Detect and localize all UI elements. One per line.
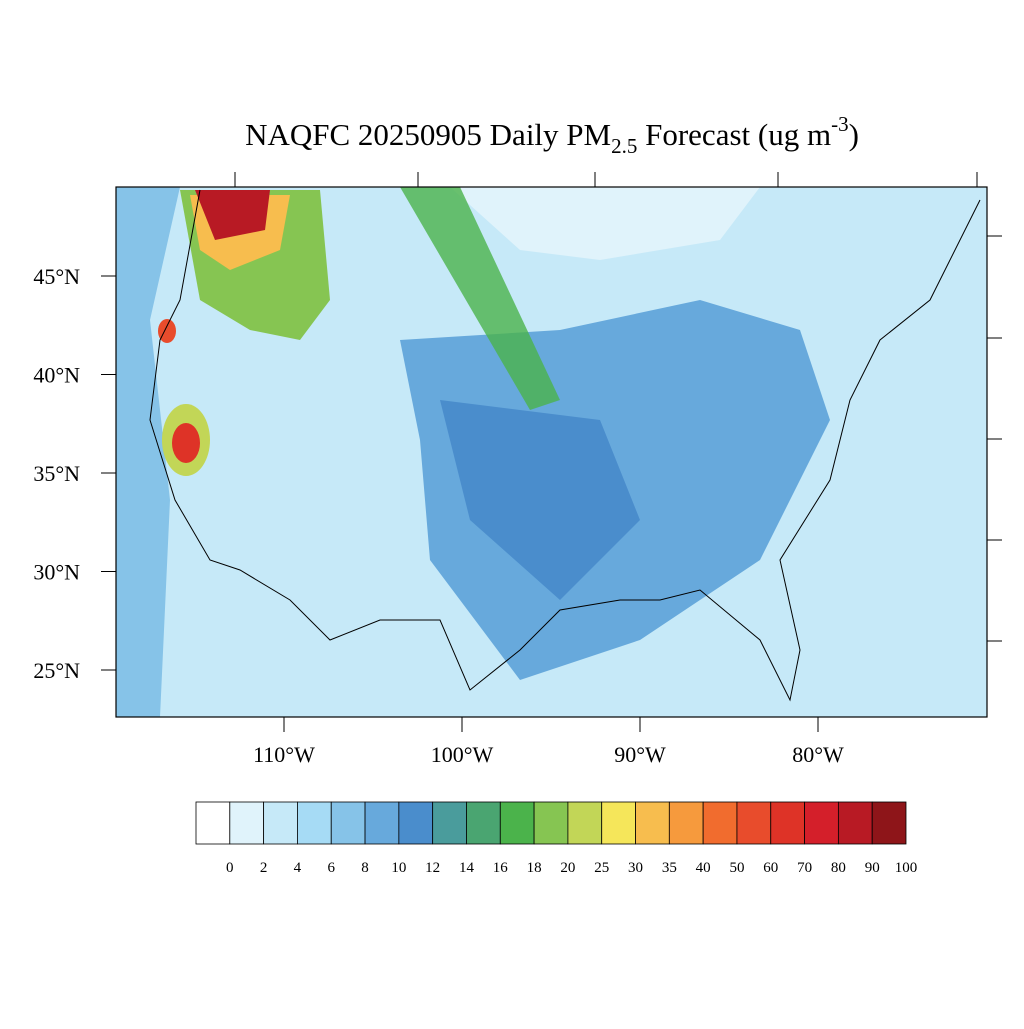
colorbar-label: 30 <box>628 860 643 876</box>
colorbar-box <box>499 801 535 845</box>
colorbar: 0 2 4 6 8 10 12 14 16 18 20 25 30 35 40 50 60 70 80 90 100 <box>195 801 918 876</box>
colorbar-box <box>432 801 467 845</box>
colorbar-label: 35 <box>662 860 677 876</box>
colorbar-label: 4 <box>294 860 302 876</box>
ca-smoke-core <box>172 423 200 463</box>
lon-label: 80°W <box>792 742 844 767</box>
colorbar-box <box>364 801 400 845</box>
colorbar-box <box>702 801 738 845</box>
coastline <box>149 189 981 702</box>
title: NAQFC 20250905 Daily PM2.5 Forecast (ug … <box>245 112 859 158</box>
lat-label: 45°N <box>33 264 80 289</box>
title-main: NAQFC 20250905 Daily PM <box>245 117 611 152</box>
map-field <box>116 187 987 717</box>
colorbar-label: 10 <box>391 860 406 876</box>
colorbar-label: 2 <box>260 860 268 876</box>
colorbar-box <box>837 801 873 845</box>
lat-label: 25°N <box>33 658 80 683</box>
smoke-plume <box>400 187 560 410</box>
colorbar-label: 25 <box>594 860 609 876</box>
colorbar-label: 70 <box>797 860 812 876</box>
colorbar-box <box>229 801 265 845</box>
north-field <box>450 187 760 260</box>
colorbar-box <box>871 801 907 845</box>
colorbar-box <box>770 801 805 845</box>
lat-label: 30°N <box>33 560 80 585</box>
plains-field <box>440 400 640 600</box>
axis-ticks: 45°N 40°N 35°N 30°N 25°N 110°W 100°W 90°W 80°W <box>33 264 844 767</box>
colorbar-label: 6 <box>327 860 335 876</box>
colorbar-label: 90 <box>865 860 880 876</box>
colorbar-label: 100 <box>895 860 918 876</box>
colorbar-box <box>736 801 772 845</box>
colorbar-label: 20 <box>560 860 575 876</box>
pacific-field <box>116 187 180 717</box>
colorbar-box <box>635 801 670 845</box>
colorbar-box <box>601 801 636 845</box>
colorbar-label: 0 <box>226 860 234 876</box>
title-subscript: 2.5 <box>611 134 637 158</box>
colorbar-label: 8 <box>361 860 369 876</box>
colorbar-box <box>398 801 434 845</box>
colorbar-label: 16 <box>493 860 509 876</box>
colorbar-box <box>466 801 501 845</box>
map-frame <box>115 186 988 718</box>
lat-label: 40°N <box>33 363 80 388</box>
colorbar-box <box>804 801 839 845</box>
colorbar-label: 14 <box>459 860 475 876</box>
colorbar-box <box>330 801 366 845</box>
colorbar-box <box>668 801 704 845</box>
title-close: ) <box>849 117 859 152</box>
colorbar-box <box>263 801 298 845</box>
colorbar-label: 40 <box>696 860 711 876</box>
colorbar-label: 60 <box>763 860 778 876</box>
colorbar-label: 12 <box>425 860 440 876</box>
lon-label: 90°W <box>614 742 666 767</box>
colorbar-label: 80 <box>831 860 846 876</box>
colorbar-box <box>195 801 231 845</box>
colorbar-box <box>533 801 569 845</box>
lon-label: 100°W <box>431 742 494 767</box>
nw-smoke-peak <box>195 190 270 240</box>
title-after: Forecast (ug m <box>637 117 831 152</box>
frame-ticks <box>234 172 1002 642</box>
colorbar-label: 50 <box>729 860 744 876</box>
or-smoke <box>158 319 176 343</box>
colorbar-label: 18 <box>527 860 542 876</box>
lon-label: 110°W <box>253 742 315 767</box>
title-superscript: -3 <box>831 112 849 136</box>
colorbar-box <box>567 801 603 845</box>
colorbar-box <box>297 801 332 845</box>
lat-label: 35°N <box>33 461 80 486</box>
